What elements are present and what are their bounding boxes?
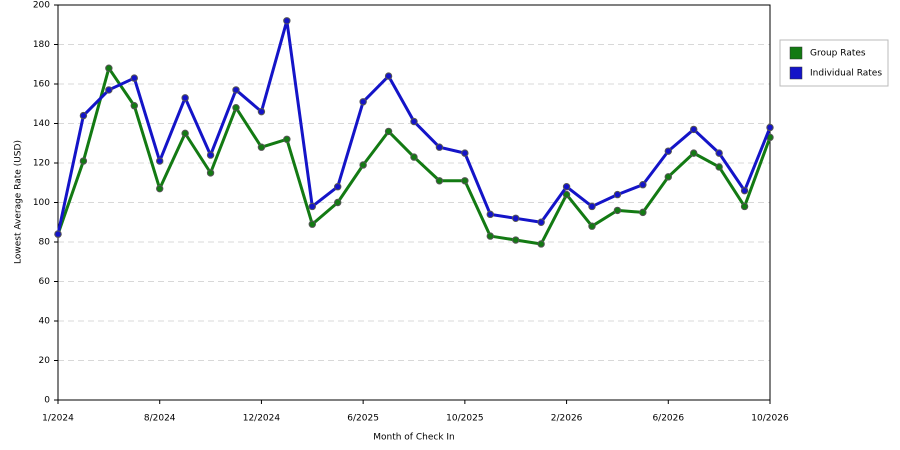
data-point bbox=[359, 161, 367, 169]
data-point bbox=[435, 143, 444, 151]
data-point bbox=[54, 230, 62, 238]
data-point bbox=[181, 94, 189, 102]
data-point bbox=[613, 190, 622, 199]
data-point bbox=[308, 220, 316, 228]
x-tick-label: 6/2025 bbox=[347, 414, 379, 424]
data-point bbox=[206, 169, 215, 177]
data-point bbox=[435, 177, 444, 185]
data-point bbox=[588, 202, 596, 211]
data-point bbox=[359, 98, 367, 106]
data-point bbox=[283, 17, 291, 25]
data-point bbox=[740, 202, 749, 211]
data-point bbox=[461, 149, 469, 157]
data-point bbox=[537, 240, 545, 248]
data-point bbox=[334, 198, 342, 207]
data-point bbox=[156, 157, 164, 165]
x-axis-title: Month of Check In bbox=[373, 433, 455, 443]
data-point bbox=[384, 72, 393, 80]
y-tick-label: 60 bbox=[39, 277, 51, 287]
data-point bbox=[79, 111, 88, 120]
x-tick-label: 1/2024 bbox=[42, 414, 74, 424]
data-point bbox=[232, 86, 240, 94]
data-point bbox=[512, 214, 520, 223]
legend-label: Individual Rates bbox=[810, 69, 882, 79]
y-tick-label: 0 bbox=[44, 396, 50, 406]
data-point bbox=[562, 190, 571, 199]
legend-label: Group Rates bbox=[810, 49, 866, 59]
y-tick-label: 100 bbox=[33, 198, 50, 208]
y-tick-label: 200 bbox=[33, 1, 50, 11]
y-axis-title: Lowest Average Rate (USD) bbox=[14, 140, 24, 264]
x-tick-label: 10/2025 bbox=[446, 414, 483, 424]
x-tick-label: 12/2024 bbox=[243, 414, 281, 424]
data-point bbox=[257, 143, 266, 151]
y-tick-label: 80 bbox=[39, 238, 51, 248]
y-tick-label: 20 bbox=[39, 356, 51, 366]
x-tick-label: 10/2026 bbox=[751, 414, 789, 424]
data-point bbox=[410, 153, 418, 161]
x-tick-label: 8/2024 bbox=[144, 414, 176, 424]
x-tick-label: 6/2026 bbox=[652, 414, 684, 424]
data-point bbox=[156, 184, 164, 193]
data-point bbox=[232, 104, 240, 112]
legend-swatch bbox=[789, 46, 803, 60]
data-point bbox=[283, 135, 291, 144]
y-tick-label: 40 bbox=[39, 317, 51, 327]
legend-swatch bbox=[789, 66, 803, 80]
data-point bbox=[740, 186, 749, 195]
data-point bbox=[486, 232, 494, 240]
data-point bbox=[384, 127, 393, 136]
data-point bbox=[639, 181, 647, 189]
y-tick-label: 120 bbox=[33, 159, 50, 169]
x-tick-label: 2/2026 bbox=[551, 414, 583, 424]
y-tick-label: 140 bbox=[33, 119, 50, 129]
data-point bbox=[130, 74, 138, 82]
data-point bbox=[410, 117, 418, 126]
data-point bbox=[537, 218, 545, 226]
y-tick-label: 160 bbox=[33, 80, 50, 90]
data-point bbox=[588, 222, 596, 230]
data-point bbox=[715, 149, 723, 157]
data-point bbox=[613, 206, 622, 215]
data-point bbox=[639, 208, 647, 217]
data-point bbox=[664, 173, 672, 181]
data-point bbox=[105, 86, 113, 94]
data-point bbox=[334, 183, 342, 191]
data-point bbox=[512, 236, 520, 244]
data-point bbox=[562, 183, 571, 191]
data-point bbox=[715, 163, 723, 171]
data-point bbox=[690, 125, 698, 134]
data-point bbox=[79, 157, 88, 165]
data-point bbox=[130, 102, 138, 110]
data-point bbox=[766, 123, 774, 132]
y-tick-label: 180 bbox=[33, 40, 50, 50]
data-point bbox=[308, 202, 316, 211]
data-point bbox=[664, 147, 672, 155]
data-point bbox=[461, 177, 469, 185]
data-point bbox=[181, 129, 189, 138]
plot-frame bbox=[57, 4, 771, 401]
data-point bbox=[206, 151, 215, 159]
data-point bbox=[257, 107, 266, 116]
data-point bbox=[105, 64, 113, 72]
data-point bbox=[690, 149, 698, 157]
data-point bbox=[486, 210, 494, 219]
